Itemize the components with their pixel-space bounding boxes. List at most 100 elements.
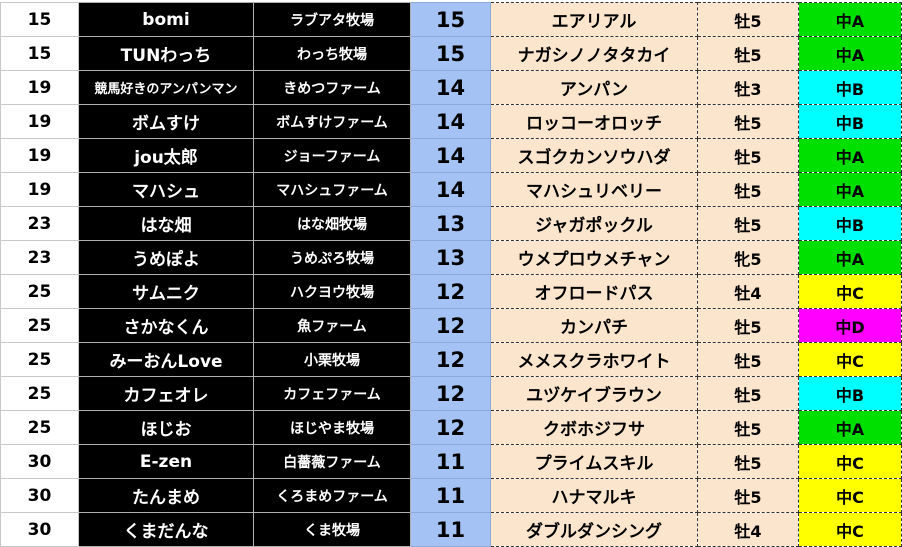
owner-cell[interactable]: はな畑 xyxy=(78,206,254,241)
points-cell[interactable]: 12 xyxy=(410,308,491,343)
farm-cell[interactable]: 白薔薇ファーム xyxy=(253,444,411,479)
horse-name-cell[interactable]: マハシュリベリー xyxy=(490,172,698,207)
owner-cell[interactable]: E-zen xyxy=(78,444,254,479)
horse-name-cell[interactable]: アンパン xyxy=(490,70,698,105)
horse-name-cell[interactable]: ダブルダンシング xyxy=(490,512,698,547)
horse-name-cell[interactable]: メメスクラホワイト xyxy=(490,342,698,377)
rank-cell[interactable]: 30 xyxy=(0,512,79,547)
farm-cell[interactable]: ジョーファーム xyxy=(253,138,411,173)
grade-cell[interactable]: 中A xyxy=(798,410,902,445)
owner-cell[interactable]: 競馬好きのアンパンマン xyxy=(78,70,254,105)
horse-name-cell[interactable]: クボホジフサ xyxy=(490,410,698,445)
owner-cell[interactable]: さかなくん xyxy=(78,308,254,343)
owner-cell[interactable]: jou太郎 xyxy=(78,138,254,173)
owner-cell[interactable]: bomi xyxy=(78,2,254,37)
points-cell[interactable]: 14 xyxy=(410,172,491,207)
farm-cell[interactable]: ほじやま牧場 xyxy=(253,410,411,445)
points-cell[interactable]: 12 xyxy=(410,342,491,377)
rank-cell[interactable]: 23 xyxy=(0,240,79,275)
rank-cell[interactable]: 19 xyxy=(0,172,79,207)
farm-cell[interactable]: ボムすけファーム xyxy=(253,104,411,139)
owner-cell[interactable]: マハシュ xyxy=(78,172,254,207)
points-cell[interactable]: 13 xyxy=(410,206,491,241)
grade-cell[interactable]: 中B xyxy=(798,206,902,241)
sex-age-cell[interactable]: 牡5 xyxy=(697,478,799,513)
horse-name-cell[interactable]: ジャガポックル xyxy=(490,206,698,241)
farm-cell[interactable]: きめつファーム xyxy=(253,70,411,105)
farm-cell[interactable]: ハクヨウ牧場 xyxy=(253,274,411,309)
horse-name-cell[interactable]: オフロードパス xyxy=(490,274,698,309)
owner-cell[interactable]: ほじお xyxy=(78,410,254,445)
sex-age-cell[interactable]: 牡4 xyxy=(697,512,799,547)
sex-age-cell[interactable]: 牡5 xyxy=(697,410,799,445)
rank-cell[interactable]: 25 xyxy=(0,410,79,445)
horse-name-cell[interactable]: ユヅケイブラウン xyxy=(490,376,698,411)
owner-cell[interactable]: サムニク xyxy=(78,274,254,309)
farm-cell[interactable]: カフェファーム xyxy=(253,376,411,411)
points-cell[interactable]: 11 xyxy=(410,444,491,479)
grade-cell[interactable]: 中B xyxy=(798,70,902,105)
sex-age-cell[interactable]: 牡5 xyxy=(697,206,799,241)
points-cell[interactable]: 14 xyxy=(410,104,491,139)
owner-cell[interactable]: くまだんな xyxy=(78,512,254,547)
farm-cell[interactable]: わっち牧場 xyxy=(253,36,411,71)
grade-cell[interactable]: 中A xyxy=(798,2,902,37)
grade-cell[interactable]: 中A xyxy=(798,240,902,275)
farm-cell[interactable]: 小栗牧場 xyxy=(253,342,411,377)
points-cell[interactable]: 11 xyxy=(410,478,491,513)
rank-cell[interactable]: 19 xyxy=(0,138,79,173)
points-cell[interactable]: 11 xyxy=(410,512,491,547)
rank-cell[interactable]: 30 xyxy=(0,478,79,513)
points-cell[interactable]: 15 xyxy=(410,2,491,37)
points-cell[interactable]: 15 xyxy=(410,36,491,71)
grade-cell[interactable]: 中C xyxy=(798,274,902,309)
grade-cell[interactable]: 中C xyxy=(798,444,902,479)
rank-cell[interactable]: 30 xyxy=(0,444,79,479)
horse-name-cell[interactable]: エアリアル xyxy=(490,2,698,37)
horse-name-cell[interactable]: スゴクカンソウハダ xyxy=(490,138,698,173)
grade-cell[interactable]: 中C xyxy=(798,512,902,547)
sex-age-cell[interactable]: 牝5 xyxy=(697,240,799,275)
horse-name-cell[interactable]: プライムスキル xyxy=(490,444,698,479)
rank-cell[interactable]: 23 xyxy=(0,206,79,241)
sex-age-cell[interactable]: 牡5 xyxy=(697,104,799,139)
horse-name-cell[interactable]: ウメプロウメチャン xyxy=(490,240,698,275)
points-cell[interactable]: 14 xyxy=(410,70,491,105)
points-cell[interactable]: 12 xyxy=(410,376,491,411)
farm-cell[interactable]: マハシュファーム xyxy=(253,172,411,207)
farm-cell[interactable]: くま牧場 xyxy=(253,512,411,547)
grade-cell[interactable]: 中C xyxy=(798,478,902,513)
points-cell[interactable]: 14 xyxy=(410,138,491,173)
farm-cell[interactable]: くろまめファーム xyxy=(253,478,411,513)
sex-age-cell[interactable]: 牡5 xyxy=(697,308,799,343)
horse-name-cell[interactable]: ロッコーオロッチ xyxy=(490,104,698,139)
rank-cell[interactable]: 25 xyxy=(0,342,79,377)
farm-cell[interactable]: はな畑牧場 xyxy=(253,206,411,241)
sex-age-cell[interactable]: 牡5 xyxy=(697,138,799,173)
sex-age-cell[interactable]: 牡5 xyxy=(697,172,799,207)
horse-name-cell[interactable]: カンパチ xyxy=(490,308,698,343)
farm-cell[interactable]: うめぷろ牧場 xyxy=(253,240,411,275)
sex-age-cell[interactable]: 牡5 xyxy=(697,376,799,411)
horse-name-cell[interactable]: ナガシノノタタカイ xyxy=(490,36,698,71)
farm-cell[interactable]: ラブアタ牧場 xyxy=(253,2,411,37)
rank-cell[interactable]: 19 xyxy=(0,70,79,105)
owner-cell[interactable]: TUNわっち xyxy=(78,36,254,71)
points-cell[interactable]: 13 xyxy=(410,240,491,275)
farm-cell[interactable]: 魚ファーム xyxy=(253,308,411,343)
owner-cell[interactable]: カフェオレ xyxy=(78,376,254,411)
rank-cell[interactable]: 25 xyxy=(0,308,79,343)
points-cell[interactable]: 12 xyxy=(410,274,491,309)
rank-cell[interactable]: 25 xyxy=(0,274,79,309)
sex-age-cell[interactable]: 牡5 xyxy=(697,444,799,479)
sex-age-cell[interactable]: 牡3 xyxy=(697,70,799,105)
grade-cell[interactable]: 中B xyxy=(798,104,902,139)
rank-cell[interactable]: 25 xyxy=(0,376,79,411)
owner-cell[interactable]: たんまめ xyxy=(78,478,254,513)
horse-name-cell[interactable]: ハナマルキ xyxy=(490,478,698,513)
rank-cell[interactable]: 15 xyxy=(0,36,79,71)
rank-cell[interactable]: 15 xyxy=(0,2,79,37)
grade-cell[interactable]: 中D xyxy=(798,308,902,343)
points-cell[interactable]: 12 xyxy=(410,410,491,445)
sex-age-cell[interactable]: 牡5 xyxy=(697,36,799,71)
